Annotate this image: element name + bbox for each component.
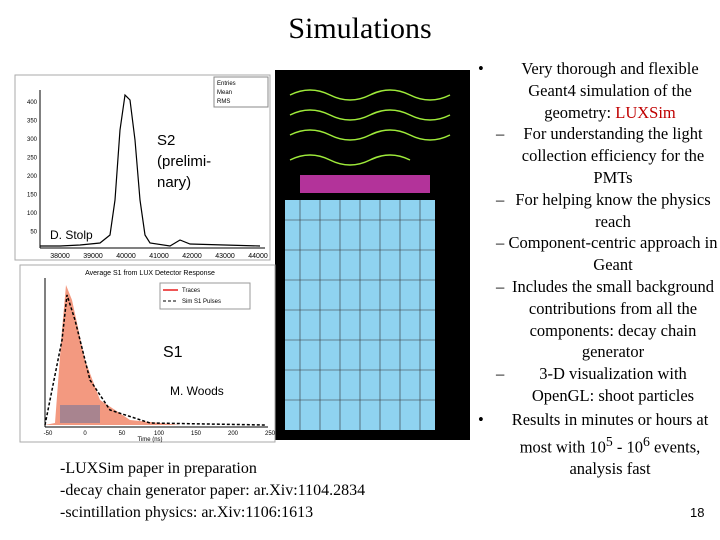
x-tick-label: 38000: [50, 253, 70, 260]
geometry-mesh: [285, 200, 435, 430]
x-tick-label: 0: [83, 431, 87, 437]
sub-bullet: For helping know the physics reach: [478, 189, 718, 233]
references: -LUXSim paper in preparation -decay chain…: [60, 458, 365, 524]
bullet-text: Results in minutes or hours at most with…: [511, 409, 709, 457]
y-tick-label: 250: [27, 156, 38, 162]
geometry-pmts: [289, 89, 451, 166]
slide-title: Simulations: [288, 12, 432, 45]
sub-bullet: For understanding the light collection e…: [478, 123, 718, 188]
legend-label: Traces: [182, 288, 200, 294]
s2-stats: [213, 76, 269, 108]
legend-label: Sim S1 Pulses: [182, 299, 221, 305]
bullet-text: - 10: [612, 437, 644, 457]
bullet: Results in minutes or hours at most with…: [478, 409, 718, 480]
bullet-list: Very thorough and flexible Geant4 simula…: [478, 58, 718, 480]
s1-legend: [159, 282, 251, 310]
plot-label: S2 (prelimi-nary): [157, 132, 211, 191]
bullet-text: events, analysis fast: [569, 437, 701, 478]
reference: -scintillation physics: ar.Xiv:1106:1613: [60, 504, 314, 521]
bullet-text: Very thorough and flexible Geant4 simula…: [521, 59, 699, 122]
credit: D. Stolp: [50, 228, 93, 242]
x-tick-label: 150: [191, 431, 202, 437]
s2-histogram: [40, 93, 261, 247]
y-tick-label: 150: [27, 193, 38, 199]
x-tick-label: -50: [44, 431, 53, 437]
reference: -decay chain generator paper: ar.Xiv:110…: [60, 482, 366, 499]
plot-title: Average S1 from LUX Detector Response: [85, 270, 215, 277]
sub-bullet: Includes the small background contributi…: [478, 276, 718, 363]
sub-bullet: Component-centric approach in Geant: [478, 232, 718, 276]
y-tick-label: 350: [27, 119, 38, 125]
s1-noise: [60, 405, 100, 423]
x-tick-label: 250: [265, 431, 276, 437]
bullet-highlight: LUXSim: [615, 102, 676, 122]
plot-label: S1: [163, 344, 183, 361]
stats-label: Entries: [217, 81, 236, 87]
stats-label: Mean: [217, 90, 232, 96]
x-tick-label: 50: [119, 431, 126, 437]
y-tick-label: 100: [27, 211, 38, 217]
x-axis-label: Time (ns): [137, 437, 162, 443]
page-number: 18: [690, 505, 705, 520]
bullet: Very thorough and flexible Geant4 simula…: [478, 58, 718, 123]
y-tick-label: 400: [27, 100, 38, 106]
x-tick-label: 42000: [182, 253, 202, 260]
figures: 400 350 300 250 200 150 100 50 38000 39000 40000 41…: [14, 70, 470, 443]
credit: M. Woods: [170, 384, 224, 398]
superscript: 6: [643, 433, 650, 449]
geometry-layer: [300, 175, 430, 193]
reference: -LUXSim paper in preparation: [60, 460, 257, 477]
sub-bullet: 3-D visualization with OpenGL: shoot par…: [478, 363, 718, 407]
x-tick-label: 43000: [215, 253, 235, 260]
x-tick-label: 39000: [83, 253, 103, 260]
stats-label: RMS: [217, 99, 230, 105]
x-tick-label: 40000: [116, 253, 136, 260]
y-tick-label: 300: [27, 137, 38, 143]
y-tick-label: 200: [27, 174, 38, 180]
x-tick-label: 41000: [149, 253, 169, 260]
x-tick-label: 100: [154, 431, 165, 437]
s1-average: [44, 294, 266, 426]
x-tick-label: 44000: [248, 253, 268, 260]
x-tick-label: 200: [228, 431, 239, 437]
superscript: 5: [605, 433, 613, 449]
y-tick-label: 50: [30, 230, 37, 236]
